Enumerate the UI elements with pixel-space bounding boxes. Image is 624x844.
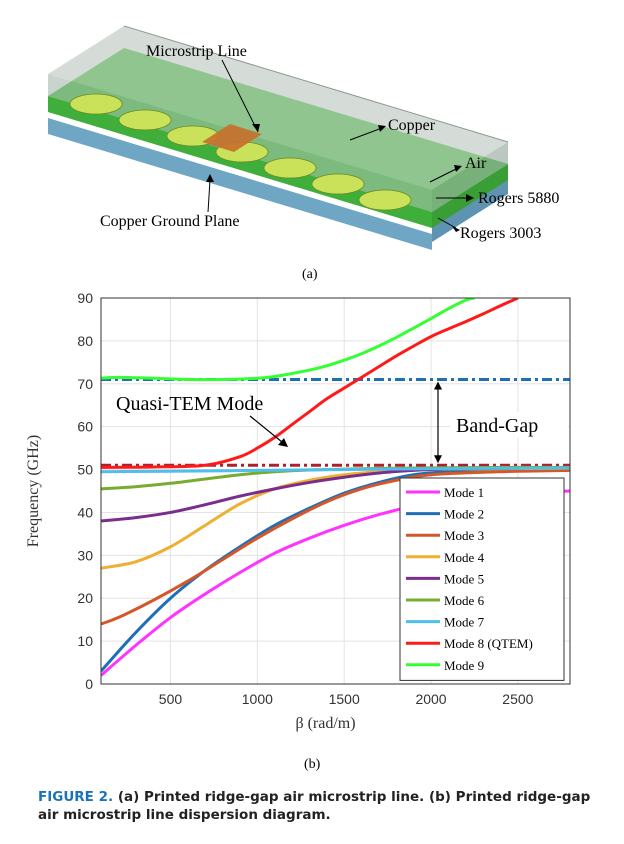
air-box-top — [48, 26, 508, 190]
x-tick-label: 500 — [159, 691, 183, 707]
figure-caption: FIGURE 2. (a) Printed ridge-gap air micr… — [38, 788, 598, 824]
caption-text: (a) Printed ridge-gap air microstrip lin… — [38, 789, 591, 823]
band-gap-label-bg — [450, 412, 568, 438]
series-line-mode3 — [101, 468, 570, 626]
legend-label-mode5: Mode 5 — [444, 571, 484, 586]
label-rogers5880: Rogers 5880 — [478, 190, 559, 207]
y-tick-label: 30 — [77, 547, 93, 563]
quasi-tem-arrow-line — [249, 415, 283, 443]
y-tick-label: 50 — [77, 462, 93, 478]
y-tick-label: 40 — [77, 504, 93, 520]
x-tick-label: 2500 — [502, 691, 533, 707]
label-copper: Copper — [388, 117, 436, 134]
rogers3003-side — [432, 178, 508, 242]
chart-legend: Mode 1 Mode 2 Mode 3 Mode 4 Mode 5 Mode 6 Mode… — [399, 477, 565, 681]
series-line-mode8 — [101, 298, 519, 469]
caption-label: FIGURE 2. — [38, 789, 114, 805]
y-axis-label: Frequency (GHz) — [25, 435, 42, 547]
copper-edge — [123, 25, 509, 143]
plot-frame — [100, 297, 571, 685]
series-line-mode2 — [101, 467, 570, 673]
label-air: Air — [465, 155, 487, 172]
microstrip-line — [202, 124, 262, 152]
y-tick-label: 10 — [77, 633, 93, 649]
legend-label-mode3: Mode 3 — [444, 528, 484, 543]
y-tick-label: 60 — [77, 419, 93, 435]
x-tick-label: 2000 — [415, 691, 446, 707]
x-tick-label: 1000 — [242, 691, 273, 707]
quasi-tem-arrow-head — [278, 438, 288, 447]
rogers3003-layer — [48, 118, 432, 250]
structure-illustration: Microstrip Line Copper Air Rogers 5880 R… — [48, 25, 559, 282]
legend-label-mode8: Mode 8 (QTEM) — [444, 636, 533, 651]
annotation-band-gap: Band-Gap — [456, 415, 538, 437]
series-line-mode7 — [101, 466, 570, 474]
legend-label-mode9: Mode 9 — [444, 658, 484, 673]
y-tick-label: 80 — [77, 333, 93, 349]
y-tick-label: 0 — [85, 676, 93, 692]
air-box-side — [432, 142, 508, 212]
label-microstrip: Microstrip Line — [146, 43, 247, 60]
y-tick-label: 70 — [77, 376, 93, 392]
y-tick-label: 20 — [77, 590, 93, 606]
legend-label-mode4: Mode 4 — [444, 550, 485, 565]
band-gap-arrow-head-down — [434, 455, 442, 464]
figure-a-tag: (a) — [302, 267, 318, 282]
band-gap-arrow — [434, 381, 442, 464]
legend-box — [399, 477, 565, 681]
x-tick-label: 1500 — [329, 691, 360, 707]
legend-label-mode7: Mode 7 — [444, 615, 485, 630]
band-gap-arrow-head-up — [434, 381, 442, 390]
legend-label-mode6: Mode 6 — [444, 593, 485, 608]
x-axis-label: β (rad/m) — [295, 715, 355, 732]
axis-ticks: 500 1000 1500 2000 2500 0 10 20 30 40 50 60 70 80 90 — [77, 290, 533, 707]
annotation-quasi-tem: Quasi-TEM Mode — [116, 393, 263, 415]
legend-label-mode2: Mode 2 — [444, 507, 484, 522]
series-line-mode9 — [101, 298, 475, 382]
annotation-quasi-tem-arrow — [249, 415, 288, 447]
label-ground: Copper Ground Plane — [100, 213, 240, 230]
legend-label-mode1: Mode 1 — [444, 485, 484, 500]
dispersion-chart: 500 1000 1500 2000 2500 0 10 20 30 40 50 60 70 80 90 F… — [25, 290, 571, 772]
y-tick-label: 90 — [77, 290, 93, 306]
figure-b-tag: (b) — [304, 757, 321, 772]
label-rogers3003: Rogers 3003 — [460, 225, 541, 242]
